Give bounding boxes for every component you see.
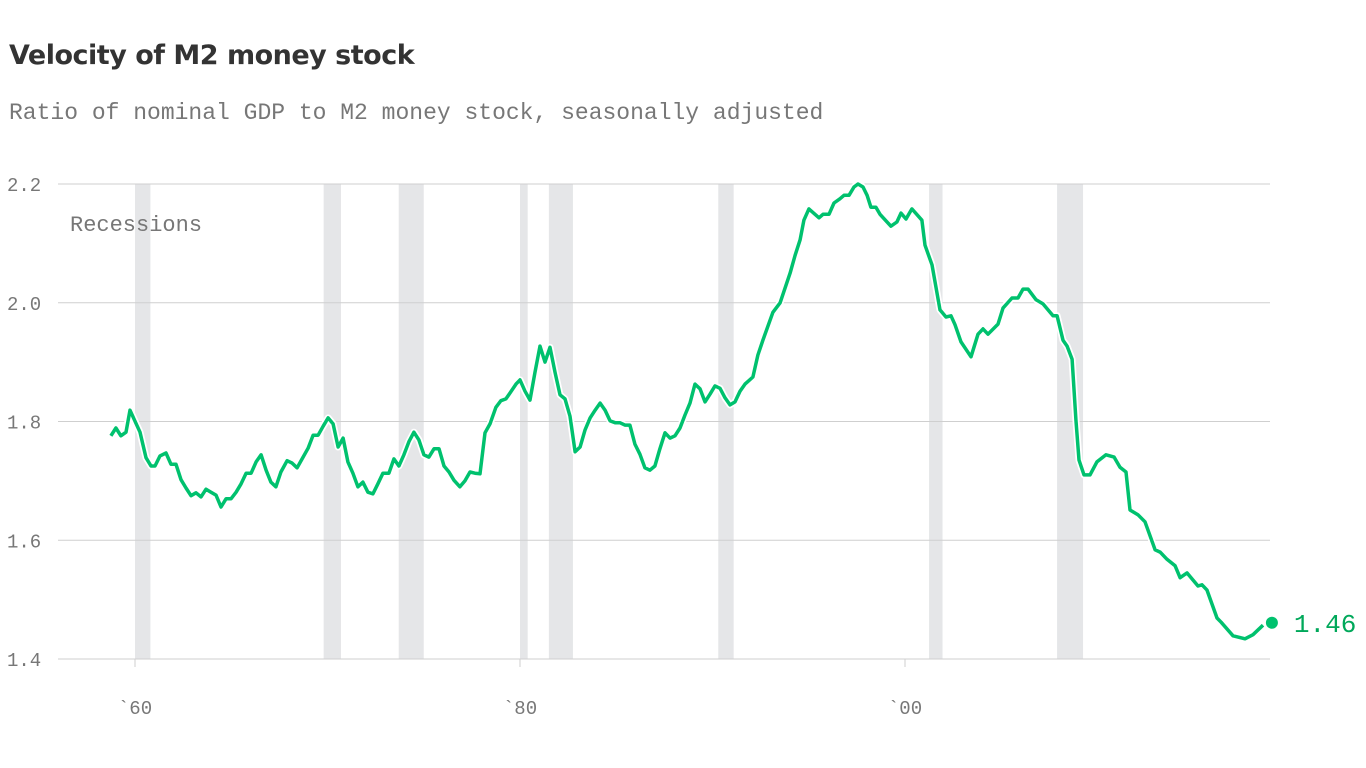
gridlines bbox=[58, 183, 1270, 667]
tick-labels: 2.2 2.0 1.8 1.6 1.4 `60 `80 `00 bbox=[7, 175, 922, 720]
y-tick-label: 1.4 bbox=[7, 650, 41, 672]
x-tick-label: `00 bbox=[888, 698, 922, 720]
y-tick-label: 2.2 bbox=[7, 175, 41, 197]
y-tick-label: 1.8 bbox=[7, 413, 41, 435]
recessions-label: Recessions bbox=[70, 213, 202, 238]
x-tick-label: `60 bbox=[118, 698, 152, 720]
chart-subtitle: Ratio of nominal GDP to M2 money stock, … bbox=[9, 100, 824, 126]
end-value-label: 1.46 bbox=[1294, 610, 1356, 640]
end-point-marker bbox=[1265, 616, 1278, 629]
series-line bbox=[109, 182, 1265, 641]
y-tick-label: 2.0 bbox=[7, 294, 41, 316]
series: 1.46 bbox=[107, 180, 1356, 643]
y-tick-label: 1.6 bbox=[7, 531, 41, 553]
chart-title: Velocity of M2 money stock bbox=[9, 40, 415, 71]
x-tick-label: `80 bbox=[503, 698, 537, 720]
